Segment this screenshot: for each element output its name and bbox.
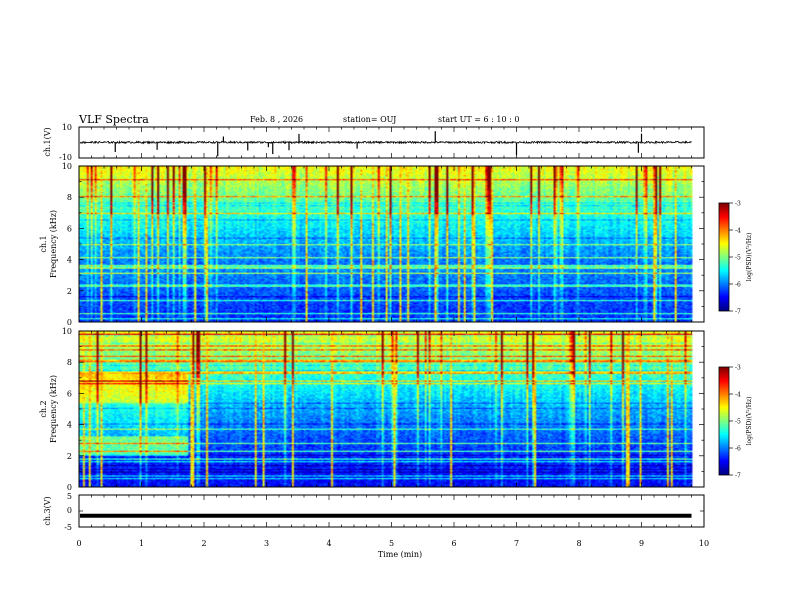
freq-tick-label: 4 xyxy=(67,256,72,265)
time-tick-label: 9 xyxy=(639,539,644,548)
colorbar-tick-label: -6 xyxy=(735,282,741,289)
ch2-spectrogram-image xyxy=(79,331,704,487)
freq-tick-label: 0 xyxy=(67,483,72,492)
freq-tick-label: 2 xyxy=(67,452,72,461)
freq-tick-label: 10 xyxy=(62,327,72,336)
ch1-spectrogram-image xyxy=(79,166,704,322)
time-tick-label: 8 xyxy=(576,539,581,548)
time-tick-label: 4 xyxy=(326,539,331,548)
ch1-spectrogram-yticks: 0 2 4 6 8 10 xyxy=(62,162,704,327)
ch1-ytick-bottom: -10 xyxy=(59,153,72,162)
ch3-ytick-bottom: -5 xyxy=(64,523,72,532)
freq-tick-label: 4 xyxy=(67,421,72,430)
ch2-spec-ylabel-line2: Frequency (kHz) xyxy=(49,375,58,443)
freq-tick-label: 8 xyxy=(67,193,72,202)
ch3-waveform-trace xyxy=(79,494,704,528)
colorbar-tick-label: -4 xyxy=(735,228,741,235)
freq-tick-label: 2 xyxy=(67,287,72,296)
colorbar-tick-label: -5 xyxy=(735,255,741,262)
colorbar-tick-label: -7 xyxy=(735,309,741,316)
colorbar-tick-label: -3 xyxy=(735,201,741,208)
time-axis-label: Time (min) xyxy=(378,550,422,559)
ch1-spectrogram-panel: 0 2 4 6 8 10 ch.1 Frequency (kHz) xyxy=(39,162,705,327)
colorbar-tick-label: -5 xyxy=(735,419,741,426)
colorbar-tick-label: -6 xyxy=(735,446,741,453)
freq-tick-label: 10 xyxy=(62,162,72,171)
time-tick-label: 1 xyxy=(139,539,144,548)
ch2-spectrogram-panel: 0 2 4 6 8 10 ch.2 Frequency (kHz) xyxy=(39,327,705,492)
time-tick-label: 10 xyxy=(699,539,709,548)
ch1-colorbar-ticks: -3 -4 -5 -6 -7 xyxy=(729,201,741,316)
ch3-ylabel: ch.3(V) xyxy=(43,496,52,525)
time-tick-label: 0 xyxy=(76,539,81,548)
ch2-spectrogram-yticks: 0 2 4 6 8 10 xyxy=(62,327,704,492)
time-axis-ticks xyxy=(78,127,705,527)
ch1-waveform-line xyxy=(79,140,692,145)
ch3-ytick-top: 5 xyxy=(67,492,72,501)
time-tick-label: 2 xyxy=(201,539,206,548)
ch2-spec-ylabel-channel: ch.2 xyxy=(39,400,48,417)
ch1-colorbar-label: log(PSD)(V²/Hz) xyxy=(746,233,753,282)
ch1-spec-ylabel-line1: ch.1 xyxy=(39,235,48,252)
station-label: station= OUJ xyxy=(343,115,396,124)
ch2-colorbar-ticks: -3 -4 -5 -6 -7 xyxy=(729,365,741,480)
ch2-colorbar-label: log(PSD)(V²/Hz) xyxy=(746,397,753,446)
ch3-ytick-mid: 0 xyxy=(67,506,72,515)
ch2-spec-ylabel-line1: ch.2 xyxy=(39,400,48,417)
date-label: Feb. 8 , 2026 xyxy=(250,115,303,124)
freq-tick-label: 0 xyxy=(67,318,72,327)
colorbar-tick-label: -3 xyxy=(735,365,741,372)
freq-tick-label: 6 xyxy=(67,389,72,398)
start-time-label: start UT = 6 : 10 : 0 xyxy=(438,115,519,124)
freq-tick-label: 6 xyxy=(67,224,72,233)
time-tick-label: 5 xyxy=(389,539,394,548)
time-axis-tick-labels: 0 1 2 3 4 5 6 7 8 9 10 xyxy=(76,539,709,548)
ch1-colorbar: -3 -4 -5 -6 -7 log(PSD)(V²/Hz) xyxy=(718,201,753,316)
ch1-waveform-panel: 10 -10 ch.1(V) xyxy=(43,123,705,162)
time-tick-label: 6 xyxy=(451,539,456,548)
ch1-spec-ylabel-channel: ch.1 xyxy=(39,235,48,252)
ch1-colorbar-image xyxy=(719,203,729,311)
ch3-waveform-panel: 5 0 -5 ch.3(V) xyxy=(43,492,705,532)
ch2-colorbar-image xyxy=(719,367,729,475)
time-tick-label: 7 xyxy=(514,539,519,548)
freq-tick-label: 8 xyxy=(67,358,72,367)
ch1-ytick-top: 10 xyxy=(62,123,72,132)
ch1-waveform-trace xyxy=(79,131,692,157)
ch1-spec-ylabel-freq: Frequency (kHz) xyxy=(49,210,58,278)
ch2-spec-ylabel-freq: Frequency (kHz) xyxy=(49,375,58,443)
colorbar-tick-label: -4 xyxy=(735,392,741,399)
colorbar-tick-label: -7 xyxy=(735,473,741,480)
ch2-colorbar: -3 -4 -5 -6 -7 log(PSD)(V²/Hz) xyxy=(718,365,753,480)
time-tick-label: 3 xyxy=(264,539,269,548)
ch1-spec-ylabel-line2: Frequency (kHz) xyxy=(49,210,58,278)
ch1-ylabel: ch.1(V) xyxy=(43,127,52,156)
figure-title: VLF Spectra xyxy=(78,113,149,126)
